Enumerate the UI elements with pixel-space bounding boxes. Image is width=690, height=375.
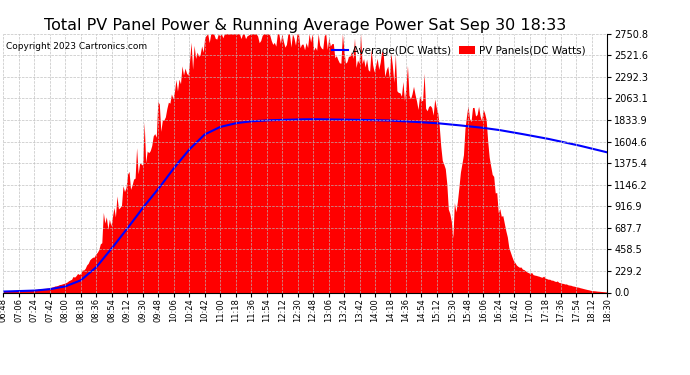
Text: Copyright 2023 Cartronics.com: Copyright 2023 Cartronics.com (6, 42, 148, 51)
Legend: Average(DC Watts), PV Panels(DC Watts): Average(DC Watts), PV Panels(DC Watts) (328, 42, 590, 60)
Title: Total PV Panel Power & Running Average Power Sat Sep 30 18:33: Total PV Panel Power & Running Average P… (44, 18, 566, 33)
